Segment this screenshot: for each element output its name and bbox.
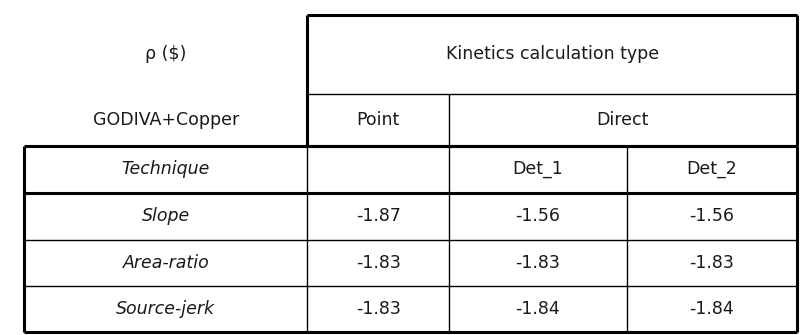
Text: Det_1: Det_1 — [513, 160, 563, 178]
Text: Kinetics calculation type: Kinetics calculation type — [446, 46, 659, 63]
Text: Area-ratio: Area-ratio — [122, 254, 210, 272]
Text: Slope: Slope — [142, 207, 190, 225]
Text: Det_2: Det_2 — [687, 160, 737, 178]
Text: -1.83: -1.83 — [689, 254, 735, 272]
Text: -1.87: -1.87 — [356, 207, 400, 225]
Text: Technique: Technique — [121, 160, 210, 178]
Text: -1.84: -1.84 — [515, 300, 561, 318]
Text: -1.83: -1.83 — [356, 254, 400, 272]
Text: GODIVA+Copper: GODIVA+Copper — [93, 111, 239, 129]
Text: -1.56: -1.56 — [689, 207, 735, 225]
Text: ρ ($): ρ ($) — [145, 46, 187, 63]
Text: Direct: Direct — [597, 111, 649, 129]
Text: Source-jerk: Source-jerk — [116, 300, 215, 318]
Text: -1.83: -1.83 — [356, 300, 400, 318]
Text: -1.56: -1.56 — [515, 207, 561, 225]
Text: Point: Point — [357, 111, 400, 129]
Text: -1.83: -1.83 — [515, 254, 561, 272]
Text: -1.84: -1.84 — [689, 300, 735, 318]
